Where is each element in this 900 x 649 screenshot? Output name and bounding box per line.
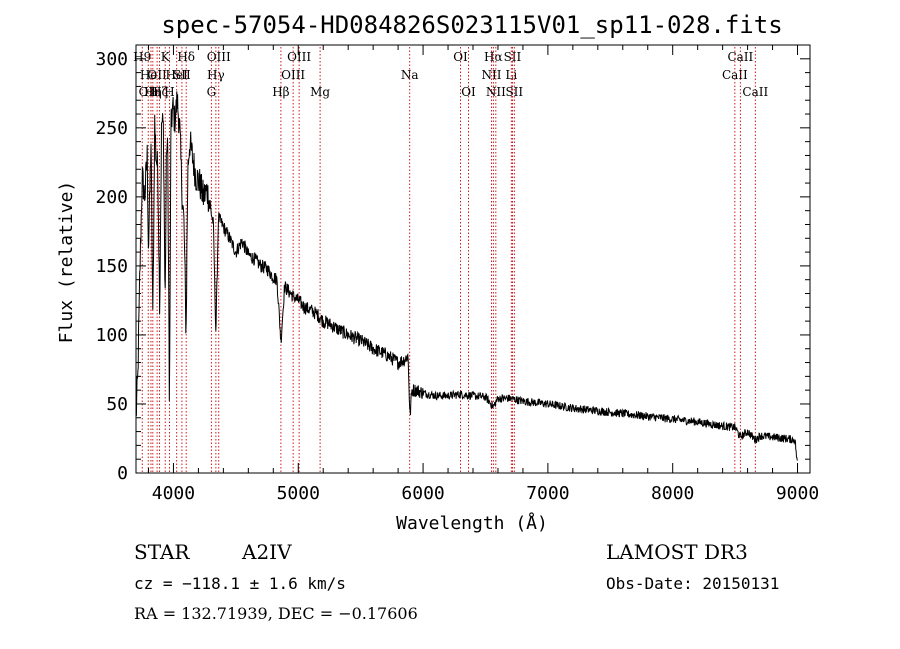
- line-markers: H9OIIHeIHηOIIHζKHHeISIIHδGHγOIIIHβOIIIOI…: [133, 47, 768, 473]
- x-tick-label-5000: 5000: [277, 483, 320, 504]
- line-marker-label-4102: Hδ: [177, 50, 195, 64]
- x-tick-label-4000: 4000: [152, 483, 195, 504]
- y-tick-label-200: 200: [95, 187, 128, 208]
- y-axis-ticks: 0 50 100 150 200 250 300: [95, 49, 810, 484]
- obs-date: Obs-Date: 20150131: [606, 574, 779, 593]
- x-tick-label-6000: 6000: [401, 483, 444, 504]
- line-marker-label-6583: NII: [486, 85, 506, 99]
- line-marker-label-3968: H: [164, 85, 174, 99]
- line-marker-label-3934: K: [161, 50, 171, 64]
- spectrum-layer: [135, 91, 798, 461]
- y-tick-label-150: 150: [95, 256, 128, 277]
- line-marker-label-6364: OI: [461, 85, 476, 99]
- line-marker-label-3750: H9: [133, 50, 151, 64]
- y-tick-label-250: 250: [95, 118, 128, 139]
- line-marker-label-3798: OII: [139, 85, 159, 99]
- object-class: STAR: [134, 540, 190, 564]
- line-marker-label-4304: G: [207, 85, 217, 99]
- object-subclass: A2IV: [241, 540, 292, 564]
- y-tick-label-100: 100: [95, 325, 128, 346]
- line-marker-label-8498: CaII: [722, 68, 748, 82]
- line-marker-label-4026: HeI: [166, 68, 189, 82]
- redshift-value: cz = −118.1 ± 1.6 km/s: [134, 574, 346, 593]
- x-tick-label-7000: 7000: [526, 483, 569, 504]
- line-marker-label-6731: SII: [505, 85, 523, 99]
- line-marker-label-4068: SII: [173, 68, 191, 82]
- line-marker-label-5175: Mg: [310, 85, 330, 99]
- line-marker-label-6300: OI: [453, 50, 468, 64]
- line-marker-label-5007: OIII: [287, 50, 311, 64]
- spectrum-line: [135, 91, 798, 461]
- y-tick-label-50: 50: [106, 394, 128, 415]
- x-tick-label-9000: 9000: [776, 483, 819, 504]
- line-marker-label-4959: OIII: [281, 68, 305, 82]
- line-marker-label-6548: NII: [481, 68, 501, 82]
- line-marker-label-6716: SII: [504, 50, 522, 64]
- line-marker-label-3889: Hζ: [151, 85, 168, 99]
- line-marker-label-3835: Hη: [144, 85, 162, 99]
- line-marker-label-8662: CaII: [742, 85, 768, 99]
- y-tick-label-0: 0: [117, 463, 128, 484]
- x-axis-ticks: 4000 5000 6000 7000 8000 9000: [147, 45, 819, 504]
- line-marker-label-4861: Hβ: [272, 85, 289, 99]
- line-marker-label-5893: Na: [401, 68, 419, 82]
- line-marker-label-6563: Hα: [484, 50, 503, 64]
- survey-name: LAMOST DR3: [606, 540, 748, 564]
- line-marker-label-3869: OII: [147, 68, 167, 82]
- line-marker-label-4340: Hγ: [207, 68, 225, 82]
- line-marker-label-6707: Li: [505, 68, 517, 82]
- y-axis-label: Flux (relative): [56, 181, 77, 344]
- x-axis-label: Wavelength (Å): [396, 512, 548, 534]
- line-marker-label-8542: CaII: [727, 50, 753, 64]
- y-tick-label-300: 300: [95, 49, 128, 70]
- chart-title: spec-57054-HD084826S023115V01_sp11-028.f…: [161, 11, 782, 39]
- coordinates: RA = 132.71939, DEC = −0.17606: [134, 604, 418, 623]
- x-tick-label-8000: 8000: [651, 483, 694, 504]
- line-marker-label-4363: OIII: [207, 50, 231, 64]
